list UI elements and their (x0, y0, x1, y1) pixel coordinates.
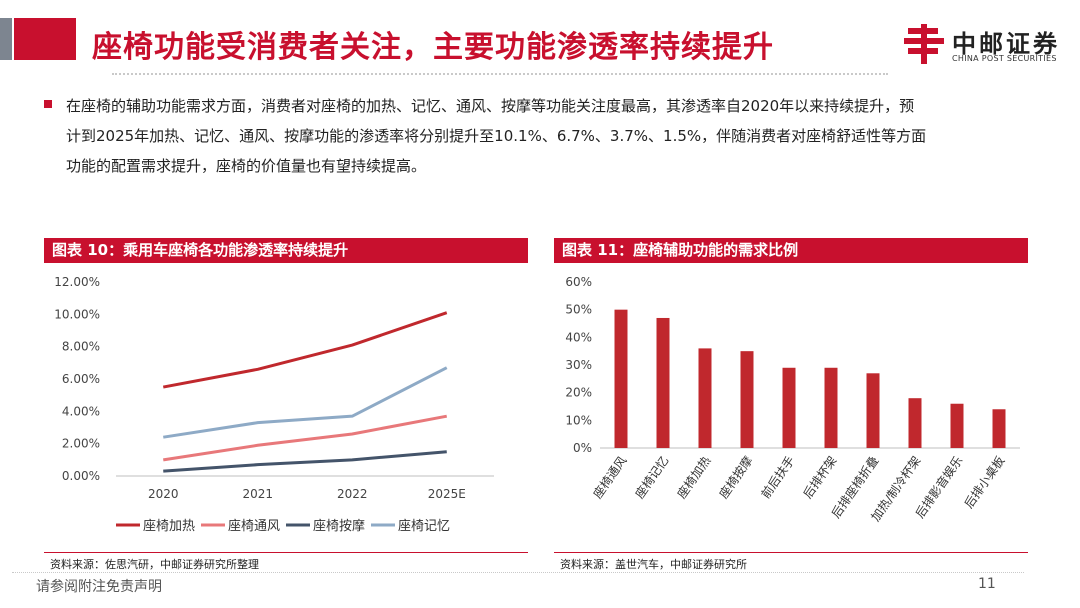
x-tick-label: 后排小桌板 (962, 454, 1008, 511)
y-tick-label: 60% (565, 275, 592, 289)
x-tick-label: 2021 (242, 487, 273, 501)
header-accent-red (14, 18, 76, 60)
bar-前后扶手 (782, 367, 796, 448)
series-line-座椅记忆 (163, 366, 448, 439)
x-tick-label: 2020 (148, 487, 179, 501)
disclaimer-note: 请参阅附注免责声明 (36, 579, 162, 595)
series-line-座椅通风 (163, 414, 448, 462)
bar-chart: 0% 10% 20% 30% 40% 50% 60% 座椅通风 座椅记忆 座椅加热 座椅按摩 前后扶手… (565, 275, 1020, 524)
legend-label: 座椅按摩 (313, 518, 365, 534)
title-divider (112, 73, 888, 75)
y-tick-label: 12.00% (54, 275, 100, 289)
y-tick-label: 0.00% (62, 469, 100, 483)
x-tick-label: 2022 (337, 487, 368, 501)
x-tick-label: 座椅通风 (590, 453, 630, 501)
y-tick-label: 10.00% (54, 307, 100, 321)
page-title: 座椅功能受消费者关注，主要功能渗透率持续提升 (92, 30, 774, 65)
x-tick-label: 前后扶手 (758, 453, 798, 501)
page-number: 11 (978, 576, 996, 592)
bar-座椅加热 (698, 348, 712, 448)
bar-座椅按摩 (740, 351, 754, 448)
logo-name-cn: 中邮证券 (952, 30, 1060, 58)
x-tick-label: 座椅加热 (674, 453, 714, 501)
y-tick-label: 10% (565, 413, 592, 427)
x-tick-label: 后排杯架 (800, 454, 839, 501)
bar-后排座椅折叠 (866, 373, 880, 448)
legend-label: 座椅加热 (143, 519, 195, 534)
bar-后排影音娱乐 (950, 403, 964, 448)
bar-座椅通风 (614, 309, 628, 448)
line-chart: 0.00% 2.00% 4.00% 6.00% 8.00% 10.00% 12.00% 202… (54, 275, 494, 534)
y-tick-label: 40% (565, 330, 592, 344)
summary-line: 在座椅的辅助功能需求方面，消费者对座椅的加热、记忆、通风、按摩等功能关注度最高，… (66, 97, 915, 115)
china-post-emblem-icon (904, 24, 944, 64)
bar-后排小桌板 (992, 409, 1006, 448)
x-tick-label: 座椅按摩 (716, 453, 756, 501)
legend-label: 座椅通风 (228, 519, 280, 534)
figure10-source: 资料来源：佐思汽研，中邮证券研究所整理 (50, 558, 259, 571)
y-tick-label: 6.00% (62, 372, 100, 386)
bar-后排杯架 (824, 367, 838, 448)
summary-paragraph: 在座椅的辅助功能需求方面，消费者对座椅的加热、记忆、通风、按摩等功能关注度最高，… (66, 91, 1046, 181)
summary-line: 计到2025年加热、记忆、通风、按摩功能的渗透率将分别提升至10.1%、6.7%… (66, 127, 927, 145)
y-tick-label: 4.00% (62, 404, 100, 418)
figure11-source: 资料来源：盖世汽车，中邮证券研究所 (560, 558, 747, 571)
header-accent-gray (0, 18, 12, 60)
y-tick-label: 30% (565, 358, 592, 372)
x-tick-label: 座椅记忆 (632, 453, 672, 501)
x-tick-label: 2025E (428, 487, 466, 501)
y-tick-label: 20% (565, 386, 592, 400)
logo-name-en: CHINA POST SECURITIES (952, 54, 1057, 63)
figure10-source-rule (44, 552, 528, 553)
footer-divider (12, 572, 1024, 573)
y-tick-label: 50% (565, 303, 592, 317)
figure11-heading: 图表 11：座椅辅助功能的需求比例 (554, 238, 1028, 263)
legend-label: 座椅记忆 (398, 518, 450, 534)
y-tick-label: 2.00% (62, 437, 100, 451)
bullet-square-icon (44, 100, 52, 108)
bar-加热/制冷杯架 (908, 398, 922, 448)
y-tick-label: 8.00% (62, 340, 100, 354)
company-logo: 中邮证券 CHINA POST SECURITIES (904, 24, 1074, 68)
series-line-座椅按摩 (163, 450, 447, 473)
summary-line: 功能的配置需求提升，座椅的价值量也有望持续提高。 (66, 157, 427, 175)
figure10-heading: 图表 10：乘用车座椅各功能渗透率持续提升 (44, 238, 528, 263)
figure11-source-rule (554, 552, 1028, 553)
y-tick-label: 0% (573, 441, 592, 455)
series-line-座椅加热 (162, 311, 448, 389)
bar-座椅记忆 (656, 317, 670, 448)
